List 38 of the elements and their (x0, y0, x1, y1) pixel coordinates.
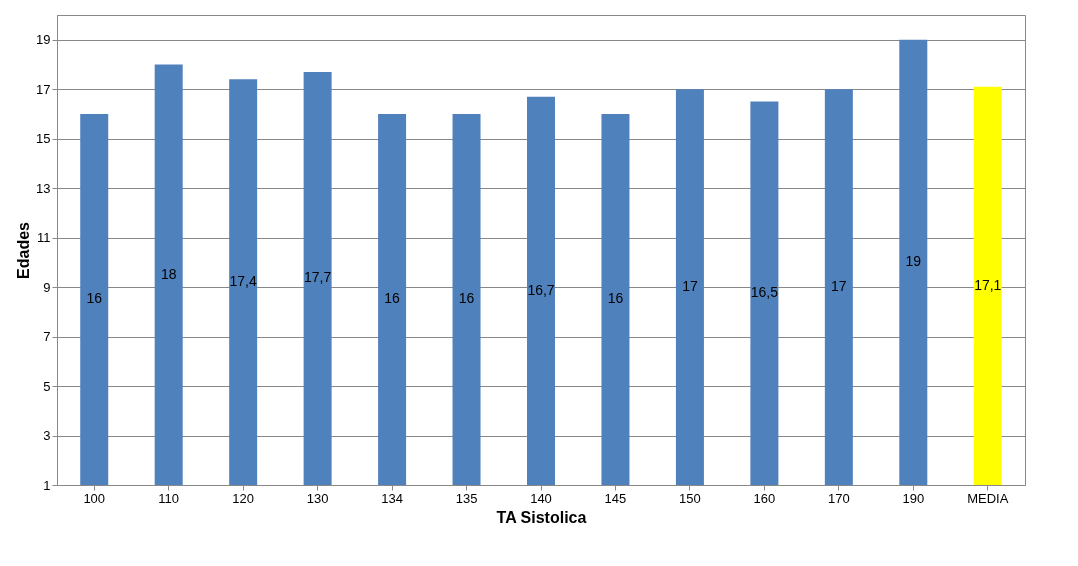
data-label: 17 (831, 278, 847, 295)
y-axis-title: Edades (15, 221, 33, 279)
x-tick-label: 130 (306, 490, 329, 506)
y-tick-label: 19 (36, 32, 51, 48)
y-tick-label: 11 (37, 230, 51, 246)
data-label: 18 (160, 265, 177, 282)
y-tick-label: 7 (43, 329, 51, 345)
data-label: 16 (458, 290, 475, 307)
x-tick-label: MEDIA (967, 490, 1009, 506)
x-axis-title: TA Sistolica (496, 508, 587, 526)
y-tick-label: 13 (36, 180, 51, 196)
y-tick-label: 9 (43, 279, 51, 295)
data-label: 16 (607, 290, 624, 307)
y-tick-label: 1 (43, 477, 51, 493)
x-tick-label: 150 (679, 490, 701, 506)
data-label: 19 (905, 253, 922, 270)
data-label: 17 (682, 278, 698, 295)
x-tick-label: 145 (604, 490, 627, 506)
data-label: 17,1 (974, 276, 1002, 293)
x-tick-label: 100 (83, 490, 106, 506)
data-label: 16 (384, 290, 401, 307)
x-tick-label: 190 (902, 490, 925, 506)
x-tick-label: 170 (827, 490, 850, 506)
x-tick-label: 120 (232, 490, 255, 506)
x-tick-label: 140 (530, 490, 552, 506)
data-label: 16 (86, 290, 103, 307)
x-tick-label: 160 (753, 490, 776, 506)
data-label: 16,5 (750, 284, 779, 301)
x-tick-label: 134 (381, 490, 403, 506)
x-tick-label: 135 (455, 490, 478, 506)
y-tick-label: 15 (36, 131, 51, 147)
data-label: 16,7 (527, 281, 555, 298)
y-tick-label: 5 (43, 378, 51, 394)
y-tick-label: 17 (36, 81, 51, 97)
x-tick-label: 110 (158, 490, 180, 506)
y-tick-label: 3 (43, 428, 51, 444)
data-label: 17,7 (303, 269, 332, 286)
data-label: 17,4 (229, 273, 257, 290)
